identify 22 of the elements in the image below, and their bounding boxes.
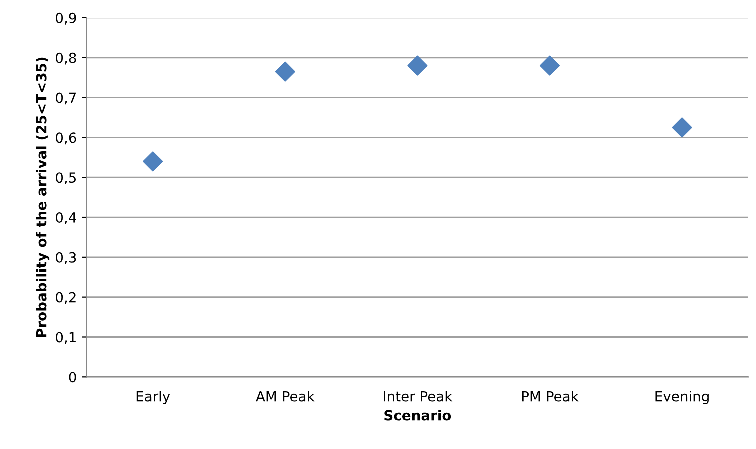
point [540,56,560,76]
y-tick-label: 0,3 [56,252,76,264]
y-tick-label: 0,9 [56,12,76,25]
x-tick-label: PM Peak [522,391,579,402]
y-tick-label: 0,2 [56,292,76,304]
point [672,118,692,138]
x-axis-title: Scenario [384,410,452,421]
y-tick-label: 0,4 [56,212,76,224]
x-tick-label: Inter Peak [384,391,453,402]
y-tick-label: 0 [69,372,76,383]
point [275,62,296,82]
y-tick-label: 0,8 [56,52,76,65]
y-tick-label: 0,6 [56,132,76,145]
y-tick-label: 0,7 [56,92,76,105]
x-tick-label: Early [136,391,170,404]
point [143,152,164,172]
y-tick-label: 0,5 [56,172,76,184]
point [408,56,428,76]
x-tick-label: Evening [656,391,709,404]
y-axis-title: Probability of the arrival (25<T<35) [36,58,50,338]
y-tick-label: 0,1 [56,332,76,344]
x-tick-label: AM Peak [256,391,315,402]
